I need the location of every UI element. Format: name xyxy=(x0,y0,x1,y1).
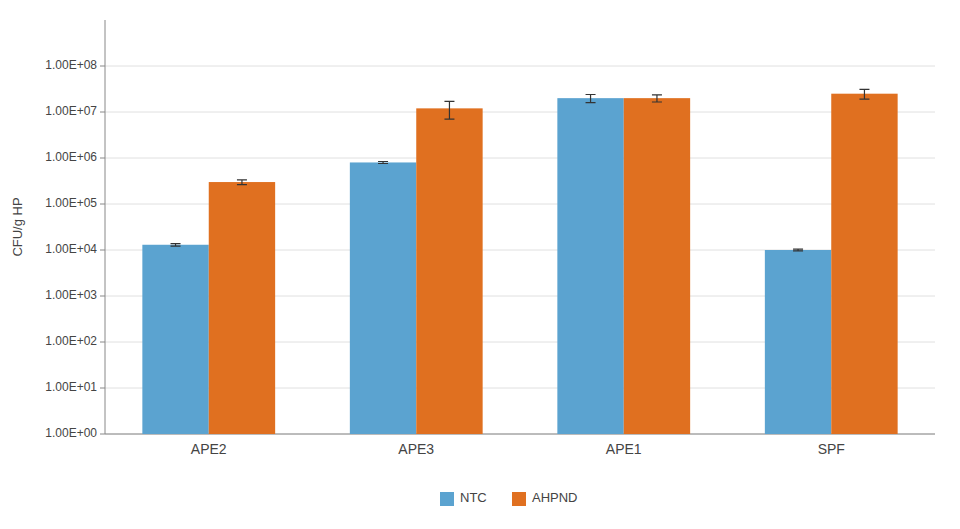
legend-swatch xyxy=(440,492,454,506)
y-tick xyxy=(100,112,105,113)
bar xyxy=(831,94,897,434)
y-tick-label: 1.00E+04 xyxy=(45,242,97,256)
y-axis-label: CFU/g HP xyxy=(10,197,25,256)
y-tick xyxy=(100,158,105,159)
chart-container: 1.00E+00 1.00E+01 1.00E+02 1.00E+03 1.00E+04… xyxy=(0,0,960,529)
y-axis-line xyxy=(105,20,106,434)
y-tick-label: 1.00E+06 xyxy=(45,150,97,164)
error-bar xyxy=(378,161,388,163)
x-tick-label: APE3 xyxy=(398,441,434,457)
y-tick-label: 1.00E+08 xyxy=(45,58,97,72)
y-tick xyxy=(100,342,105,343)
legend-label: AHPND xyxy=(532,490,578,505)
series xyxy=(142,95,831,434)
chart-svg: 1.00E+00 1.00E+01 1.00E+02 1.00E+03 1.00E+04… xyxy=(0,0,960,529)
y-tick xyxy=(100,388,105,389)
bar xyxy=(765,250,831,434)
y-tick xyxy=(100,434,105,435)
y-tick xyxy=(100,204,105,205)
error-bar xyxy=(793,249,803,251)
grid xyxy=(105,66,935,434)
bar xyxy=(624,98,690,434)
y-tick-label: 1.00E+03 xyxy=(45,288,97,302)
y-tick-label: 1.00E+02 xyxy=(45,334,97,348)
error-bar xyxy=(237,180,247,185)
error-bar xyxy=(171,244,181,246)
y-tick-label: 1.00E+00 xyxy=(45,426,97,440)
x-tick-label: SPF xyxy=(818,441,845,457)
bars xyxy=(142,89,897,434)
x-tick-label: APE2 xyxy=(191,441,227,457)
bar xyxy=(557,98,623,434)
bar xyxy=(350,162,416,434)
legend-swatch xyxy=(512,492,526,506)
grid-line xyxy=(105,112,935,113)
y-tick xyxy=(100,296,105,297)
error-bar xyxy=(859,89,869,99)
legend: NTC AHPND xyxy=(440,490,578,506)
x-axis: APE2 APE3 APE1 SPF xyxy=(105,434,935,457)
error-bar xyxy=(444,101,454,119)
legend-label: NTC xyxy=(460,490,487,505)
y-tick xyxy=(100,66,105,67)
grid-line xyxy=(105,158,935,159)
error-bar xyxy=(652,95,662,102)
error-bar xyxy=(586,95,596,103)
series xyxy=(209,89,898,434)
y-tick-label: 1.00E+05 xyxy=(45,196,97,210)
y-tick-label: 1.00E+01 xyxy=(45,380,97,394)
x-tick-label: APE1 xyxy=(606,441,642,457)
bar xyxy=(142,245,208,434)
y-tick xyxy=(100,250,105,251)
bar xyxy=(209,182,275,434)
y-tick-label: 1.00E+07 xyxy=(45,104,97,118)
grid-line xyxy=(105,66,935,67)
bar xyxy=(416,108,482,434)
y-axis: 1.00E+00 1.00E+01 1.00E+02 1.00E+03 1.00E+04… xyxy=(45,20,105,440)
